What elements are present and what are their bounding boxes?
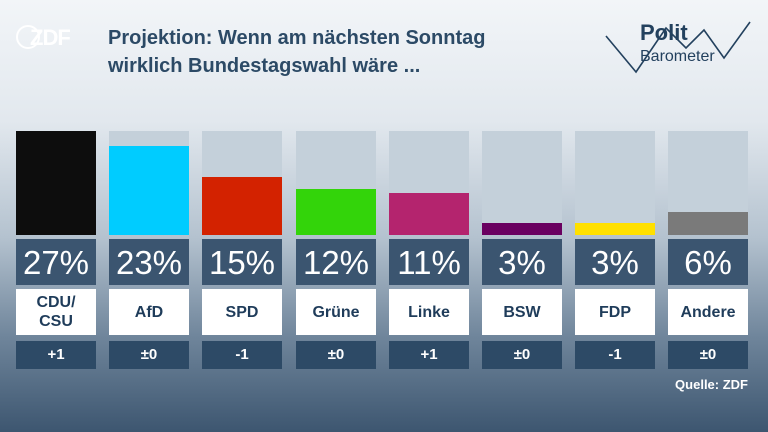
- value-label: 6%: [668, 239, 748, 285]
- value-label: 27%: [16, 239, 96, 285]
- bar: [296, 189, 376, 235]
- bar-track: [575, 131, 655, 235]
- chart-title: Projektion: Wenn am nächsten Sonntag wir…: [108, 24, 578, 80]
- value-label: 15%: [202, 239, 282, 285]
- politbarometer-check-icon: [605, 21, 751, 74]
- politbarometer-logo-line-2: Barometer: [640, 48, 715, 65]
- change-label: +1: [16, 341, 96, 369]
- source-note: Quelle: ZDF: [675, 377, 748, 392]
- change-label: ±0: [482, 341, 562, 369]
- chart-title-line-1: Projektion: Wenn am nächsten Sonntag: [108, 27, 486, 49]
- value-label: 12%: [296, 239, 376, 285]
- change-label: -1: [202, 341, 282, 369]
- change-label: ±0: [296, 341, 376, 369]
- change-label: -1: [575, 341, 655, 369]
- change-label: +1: [389, 341, 469, 369]
- category-label: BSW: [482, 289, 562, 335]
- bar-track: [482, 131, 562, 235]
- category-label: FDP: [575, 289, 655, 335]
- category-label: SPD: [202, 289, 282, 335]
- change-label: ±0: [109, 341, 189, 369]
- bar-track: [16, 131, 96, 235]
- category-label: Linke: [389, 289, 469, 335]
- bar: [668, 212, 748, 235]
- value-label: 3%: [575, 239, 655, 285]
- politbarometer-logo: Polit Barometer: [602, 18, 752, 78]
- value-label: 11%: [389, 239, 469, 285]
- bar: [109, 146, 189, 235]
- change-label: ±0: [668, 341, 748, 369]
- bar: [202, 177, 282, 235]
- bar-track: [668, 131, 748, 235]
- bar: [389, 193, 469, 235]
- category-label: Andere: [668, 289, 748, 335]
- category-label: AfD: [109, 289, 189, 335]
- category-label: CDU/ CSU: [16, 289, 96, 335]
- politbarometer-logo-line-1: Polit: [640, 20, 688, 45]
- bar-track: [389, 131, 469, 235]
- chart-title-line-2: wirklich Bundestagswahl wäre ...: [108, 55, 421, 77]
- zdf-logo-ring-icon: [16, 25, 40, 49]
- zdf-logo: ZDF: [16, 24, 88, 52]
- value-label: 23%: [109, 239, 189, 285]
- bar: [575, 223, 655, 235]
- category-label: Grüne: [296, 289, 376, 335]
- bar-track: [202, 131, 282, 235]
- bar: [16, 131, 96, 235]
- value-label: 3%: [482, 239, 562, 285]
- bar-track: [296, 131, 376, 235]
- zdf-logo-text: ZDF: [30, 25, 71, 50]
- bar-track: [109, 131, 189, 235]
- bar: [482, 223, 562, 235]
